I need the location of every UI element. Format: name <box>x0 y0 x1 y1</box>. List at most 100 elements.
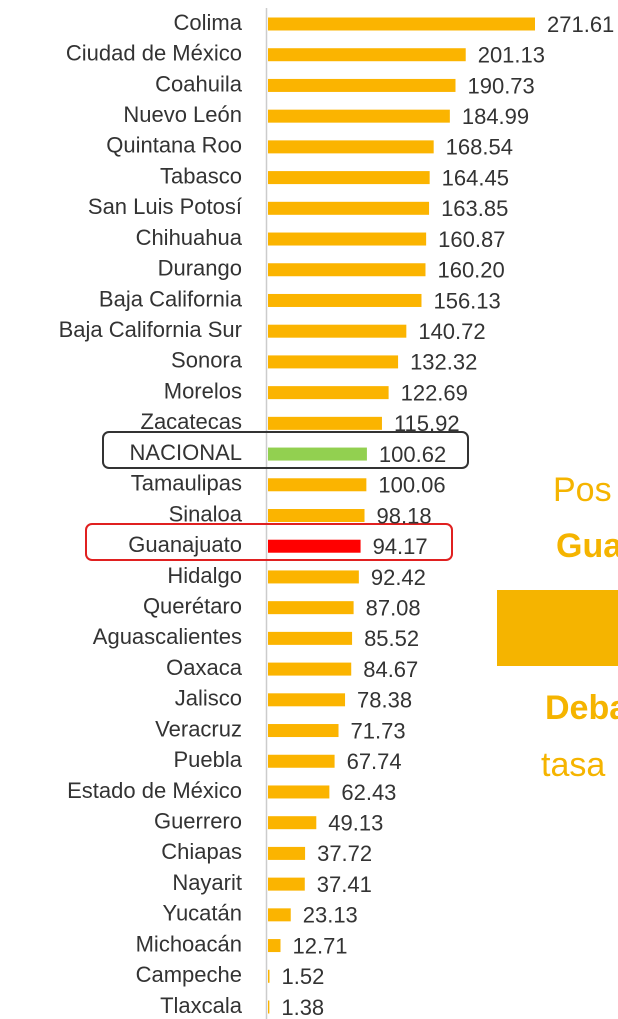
category-label: Zacatecas <box>141 409 243 434</box>
category-label: Oaxaca <box>166 655 243 680</box>
value-label: 160.20 <box>437 258 504 283</box>
category-label: Michoacán <box>136 931 242 956</box>
bar <box>268 631 353 645</box>
bar <box>268 447 367 461</box>
category-label: Coahuila <box>155 71 243 96</box>
value-label: 49.13 <box>328 811 383 836</box>
bar <box>268 785 330 799</box>
category-label: Guanajuato <box>128 532 242 557</box>
category-label: Baja California <box>99 286 243 311</box>
category-label: Aguascalientes <box>93 624 242 649</box>
highlight-box <box>85 523 453 561</box>
bar <box>268 754 335 768</box>
annotation: Gua <box>556 527 618 565</box>
category-label: Yucatán <box>162 901 242 926</box>
highlight-box <box>102 431 469 469</box>
category-label: Hidalgo <box>167 563 242 588</box>
bar <box>268 601 354 615</box>
value-label: 1.52 <box>281 964 324 989</box>
bar <box>268 969 270 983</box>
category-label: Morelos <box>164 378 242 403</box>
category-label: Nuevo León <box>123 102 242 127</box>
value-label: 87.08 <box>366 595 421 620</box>
bar <box>268 201 430 215</box>
bar <box>268 539 361 553</box>
bar <box>268 78 456 92</box>
category-label: Tlaxcala <box>160 993 243 1018</box>
value-label: 37.72 <box>317 841 372 866</box>
value-label: 164.45 <box>442 165 509 190</box>
category-label: Colima <box>174 10 243 35</box>
category-label: Querétaro <box>143 593 242 618</box>
category-label: Chiapas <box>161 839 242 864</box>
bar <box>268 355 399 369</box>
value-label: 132.32 <box>410 350 477 375</box>
bar <box>268 877 305 891</box>
value-label: 122.69 <box>401 380 468 405</box>
value-label: 184.99 <box>462 104 529 129</box>
bar <box>268 1000 270 1014</box>
value-label: 271.61 <box>547 12 614 37</box>
bar <box>268 570 359 584</box>
value-label: 163.85 <box>441 196 508 221</box>
category-label: Sonora <box>171 348 243 373</box>
value-label: 67.74 <box>347 749 402 774</box>
category-label: Tabasco <box>160 163 242 188</box>
category-label: Nayarit <box>172 870 242 895</box>
bar <box>268 386 389 400</box>
category-label: Veracruz <box>155 716 242 741</box>
category-label: San Luis Potosí <box>88 194 242 219</box>
value-label: 115.92 <box>394 411 460 436</box>
category-label: NACIONAL <box>130 440 242 465</box>
value-label: 1.38 <box>281 995 324 1019</box>
bar <box>268 263 426 277</box>
value-label: 37.41 <box>317 872 372 897</box>
category-label: Sinaloa <box>169 501 243 526</box>
category-label: Jalisco <box>175 686 242 711</box>
bar <box>268 232 427 246</box>
bar <box>268 693 346 707</box>
annotation: tasa <box>541 746 605 784</box>
bar <box>268 416 382 430</box>
value-label: 156.13 <box>433 288 500 313</box>
bar <box>268 293 422 307</box>
bar <box>268 724 339 738</box>
annotation: Pos <box>553 471 612 509</box>
value-label: 201.13 <box>478 43 545 68</box>
bar <box>268 171 430 185</box>
value-label: 84.67 <box>363 657 418 682</box>
value-label: 140.72 <box>418 319 485 344</box>
category-label: Chihuahua <box>136 225 243 250</box>
category-label: Estado de México <box>67 778 242 803</box>
bar <box>268 939 281 953</box>
value-label: 92.42 <box>371 565 426 590</box>
value-label: 98.18 <box>377 503 432 528</box>
bar <box>268 48 466 62</box>
bar <box>268 478 367 492</box>
value-label: 23.13 <box>303 903 358 928</box>
bar <box>268 908 291 922</box>
bar <box>268 109 450 123</box>
value-label: 100.06 <box>378 473 445 498</box>
bar <box>268 662 352 676</box>
decor-block <box>497 590 618 666</box>
bar <box>268 324 407 338</box>
category-label: Baja California Sur <box>59 317 242 342</box>
category-label: Ciudad de México <box>66 41 242 66</box>
annotation: Deba <box>545 689 618 727</box>
bar <box>268 509 365 522</box>
value-label: 12.71 <box>292 933 347 958</box>
value-label: 85.52 <box>364 626 419 651</box>
value-label: 190.73 <box>467 73 534 98</box>
bar <box>268 140 434 154</box>
category-label: Puebla <box>173 747 242 772</box>
bar <box>268 816 317 830</box>
value-label: 78.38 <box>357 688 412 713</box>
value-label: 71.73 <box>351 718 406 743</box>
value-label: 100.62 <box>379 442 446 467</box>
bar <box>268 846 306 860</box>
value-label: 94.17 <box>373 534 428 559</box>
bar <box>268 17 535 31</box>
value-label: 168.54 <box>446 135 513 160</box>
